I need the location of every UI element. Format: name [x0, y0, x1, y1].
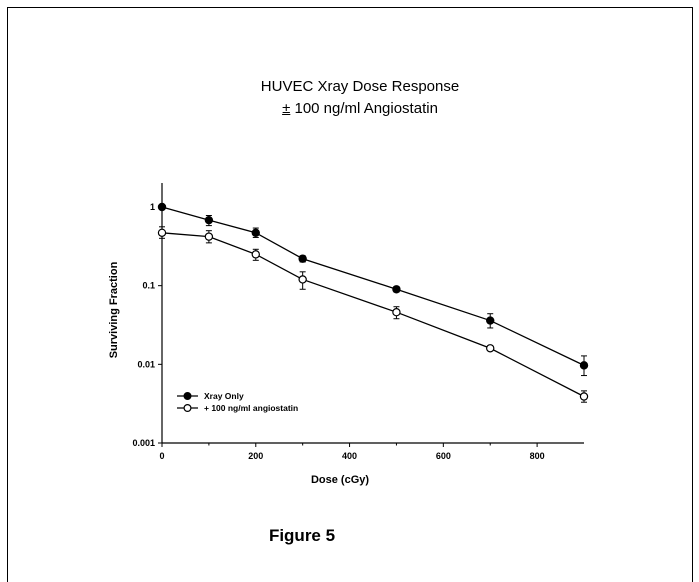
- x-ticks: 0 200 400 600 800: [159, 443, 545, 461]
- data-point: [204, 232, 214, 241]
- data-point: [579, 392, 589, 401]
- y-tick-label: 1: [150, 202, 155, 212]
- x-tick-label: 600: [436, 451, 451, 461]
- series-line: [161, 232, 585, 398]
- plus-minus-symbol: ±: [282, 100, 291, 117]
- y-tick-label: 0.01: [137, 359, 155, 369]
- data-point: [157, 202, 167, 212]
- data-point: [392, 285, 401, 294]
- x-tick-label: 200: [248, 451, 263, 461]
- x-tick-label: 0: [159, 451, 164, 461]
- y-axis-label: Surviving Fraction: [108, 261, 120, 358]
- y-ticks: 0.001 0.01 0.1 1: [132, 202, 162, 448]
- chart-subtitle: ± 100 ng/ml Angiostatin: [160, 100, 560, 117]
- figure-label: Figure 5: [268, 526, 336, 545]
- x-axis-label: Dose (cGy): [311, 474, 369, 486]
- series-line: [161, 206, 585, 366]
- figure-frame: [7, 7, 693, 582]
- data-point: [392, 307, 401, 317]
- x-tick-label: 400: [342, 451, 357, 461]
- data-point: [486, 316, 495, 325]
- y-tick-label: 0.001: [132, 438, 155, 448]
- chart-subtitle-text: 100 ng/ml Angiostatin: [290, 100, 438, 117]
- y-tick-label: 0.1: [142, 281, 155, 291]
- data-point: [157, 228, 167, 237]
- legend: Xray Only + 100 ng/ml angiostatin: [177, 391, 298, 413]
- data-point: [251, 250, 260, 259]
- series-layer: [157, 202, 589, 403]
- legend-label: Xray Only: [204, 391, 244, 401]
- legend-label: + 100 ng/ml angiostatin: [204, 403, 298, 413]
- data-point: [251, 228, 260, 237]
- legend-marker: [183, 404, 192, 413]
- data-point: [204, 215, 214, 225]
- data-point: [579, 361, 589, 370]
- data-point: [486, 344, 495, 353]
- legend-marker: [183, 392, 192, 401]
- data-point: [298, 275, 307, 284]
- chart-title: HUVEC Xray Dose Response: [260, 78, 460, 95]
- data-point: [298, 254, 307, 263]
- x-tick-label: 800: [530, 451, 545, 461]
